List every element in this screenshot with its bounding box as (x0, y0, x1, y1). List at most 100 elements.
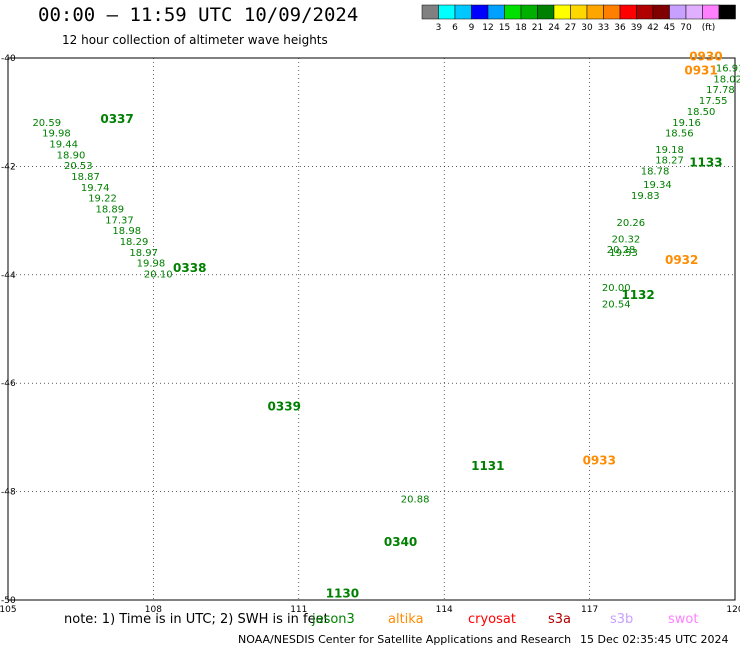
colorbar-swatch (421, 4, 439, 20)
colorbar-label: 36 (614, 23, 626, 33)
pass-time-label: 1131 (471, 459, 504, 473)
plot-frame (7, 57, 736, 601)
satellite-name: altika (388, 612, 424, 627)
x-tick-label: 120 (726, 605, 740, 615)
data-label: 19.98 (137, 259, 166, 270)
colorbar-label: 39 (631, 23, 643, 33)
y-tick-label: -40 (1, 54, 16, 64)
data-label: 16.91 (716, 64, 740, 75)
data-label: 17.37 (105, 215, 134, 226)
data-label: 19.18 (655, 145, 684, 156)
data-label: 18.78 (641, 167, 670, 178)
data-label: 18.87 (71, 172, 100, 183)
colorbar-label: 12 (482, 23, 493, 33)
colorbar-label: 9 (469, 23, 475, 33)
data-label: 20.10 (144, 270, 173, 281)
x-tick-label: 105 (0, 605, 17, 615)
data-label: 19.22 (88, 194, 117, 205)
data-label: 18.98 (112, 226, 141, 237)
pass-time-label: 0338 (173, 261, 206, 275)
y-tick-label: -50 (1, 596, 16, 606)
colorbar-label: 15 (499, 23, 510, 33)
data-label: 20.53 (64, 161, 93, 172)
pass-time-label: 0339 (268, 399, 301, 413)
pass-time-label: 0337 (100, 112, 133, 126)
data-label: 18.50 (687, 107, 716, 118)
colorbar-swatch (702, 4, 720, 20)
chart-subtitle: 12 hour collection of altimeter wave hei… (62, 33, 328, 47)
pass-time-label: 0933 (583, 454, 616, 468)
colorbar-swatch (570, 4, 588, 20)
colorbar-label: 70 (680, 23, 692, 33)
pass-time-label: 0930 (689, 50, 722, 64)
x-tick-label: 117 (581, 605, 598, 615)
colorbar-swatch (471, 4, 489, 20)
data-label: 18.56 (665, 129, 694, 140)
colorbar-swatch (504, 4, 522, 20)
satellite-name: s3b (610, 612, 634, 627)
y-tick-label: -46 (1, 379, 16, 389)
colorbar-swatch (652, 4, 670, 20)
data-label: 20.28 (607, 245, 636, 256)
note-text: note: 1) Time is in UTC; 2) SWH is in fe… (64, 612, 329, 627)
colorbar-swatch (454, 4, 472, 20)
data-label: 18.29 (120, 237, 149, 248)
colorbar-label: 18 (515, 23, 527, 33)
pass-time-label: 0340 (384, 535, 417, 549)
colorbar-swatch (603, 4, 621, 20)
colorbar-label: 30 (581, 23, 593, 33)
satellite-name: s3a (548, 612, 572, 627)
credit-text: NOAA/NESDIS Center for Satellite Applica… (238, 633, 572, 646)
data-label: 18.90 (57, 150, 86, 161)
y-tick-label: -48 (1, 488, 16, 498)
x-tick-label: 114 (436, 605, 453, 615)
colorbar-swatch (520, 4, 538, 20)
pass-time-label: 1132 (621, 288, 654, 302)
data-label: 19.53 (609, 248, 638, 259)
pass-time-label: 0932 (665, 253, 698, 267)
data-label: 18.89 (95, 204, 124, 215)
pass-time-label: 1130 (326, 586, 359, 600)
colorbar-label: 42 (647, 23, 658, 33)
y-tick-label: -44 (1, 271, 16, 281)
data-label: 19.34 (643, 180, 672, 191)
colorbar-label: 21 (532, 23, 543, 33)
data-label: 17.55 (699, 96, 728, 107)
satellite-name: swot (668, 612, 699, 627)
colorbar-swatch (669, 4, 687, 20)
data-label: 20.32 (612, 234, 641, 245)
satellite-name: cryosat (468, 612, 516, 627)
data-label: 19.74 (81, 183, 110, 194)
x-tick-label: 111 (290, 605, 307, 615)
data-label: 20.88 (401, 494, 430, 505)
y-tick-label: -42 (1, 162, 16, 172)
data-label: 19.44 (49, 139, 78, 150)
colorbar-label: 3 (436, 23, 442, 33)
data-label: 20.54 (602, 299, 631, 310)
data-label: 19.83 (631, 191, 660, 202)
data-label: 20.59 (32, 118, 61, 129)
page-title: 00:00 – 11:59 UTC 10/09/2024 (38, 4, 359, 26)
colorbar-label: 27 (565, 23, 576, 33)
data-label: 20.26 (616, 218, 645, 229)
x-tick-label: 108 (145, 605, 162, 615)
data-label: 17.78 (706, 85, 735, 96)
colorbar-swatch (718, 4, 736, 20)
colorbar-unit: (ft) (702, 23, 716, 33)
colorbar-swatch (438, 4, 456, 20)
colorbar-label: 6 (452, 23, 458, 33)
colorbar-swatch (553, 4, 571, 20)
data-label: 19.98 (42, 129, 71, 140)
data-label: 18.02 (713, 74, 740, 85)
pass-time-label: 0931 (684, 63, 717, 77)
colorbar-swatch (636, 4, 654, 20)
colorbar-label: 24 (548, 23, 560, 33)
pass-time-label: 1133 (689, 155, 722, 169)
data-label: 18.27 (655, 156, 684, 167)
colorbar-swatch (685, 4, 703, 20)
data-label: 19.16 (672, 118, 701, 129)
data-label: 18.97 (129, 248, 158, 259)
satellite-name: jason3 (312, 612, 355, 627)
